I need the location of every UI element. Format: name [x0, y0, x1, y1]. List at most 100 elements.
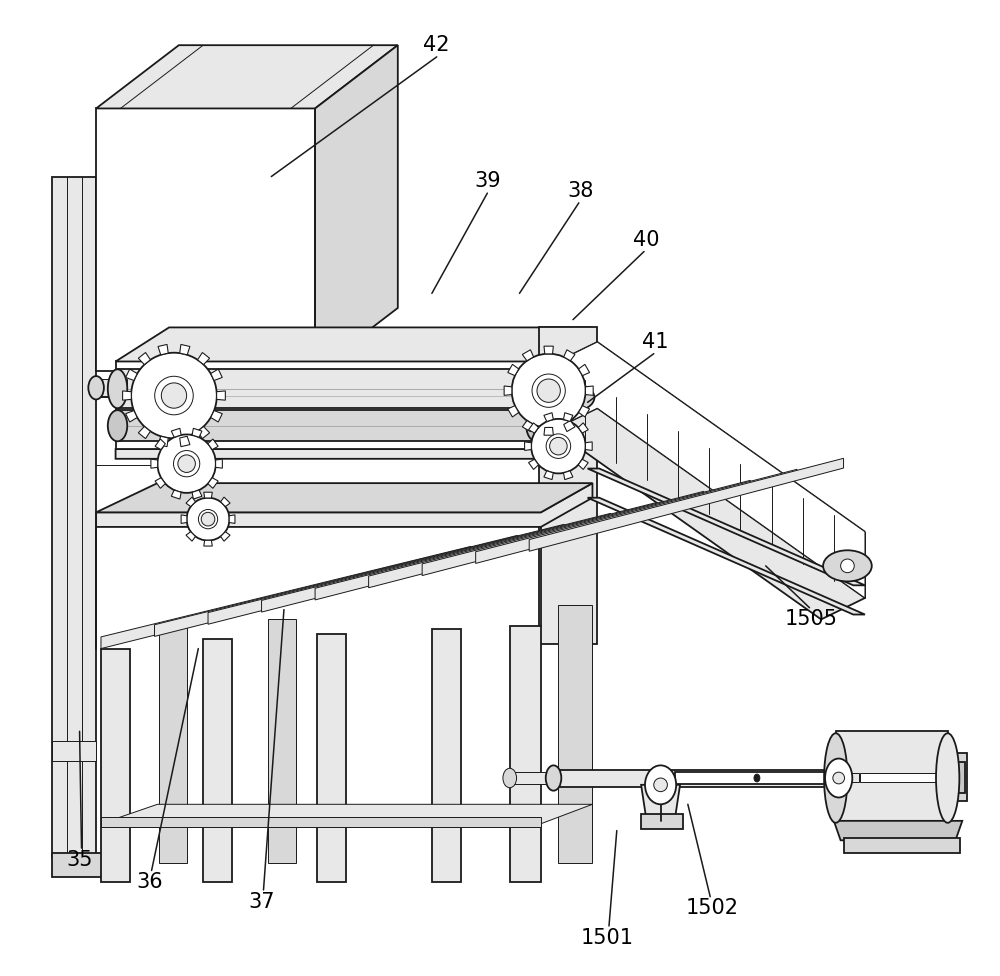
Polygon shape	[554, 408, 865, 620]
Polygon shape	[116, 327, 592, 361]
Polygon shape	[180, 345, 190, 355]
Polygon shape	[118, 369, 536, 408]
Text: 39: 39	[474, 172, 501, 191]
Polygon shape	[192, 428, 202, 437]
Polygon shape	[96, 45, 398, 108]
Polygon shape	[536, 379, 592, 396]
Polygon shape	[52, 853, 111, 877]
Polygon shape	[554, 770, 860, 787]
Polygon shape	[204, 492, 212, 498]
Polygon shape	[522, 349, 534, 361]
Polygon shape	[186, 532, 195, 541]
Polygon shape	[101, 804, 592, 824]
Polygon shape	[834, 821, 962, 840]
Circle shape	[512, 353, 586, 427]
Polygon shape	[558, 605, 592, 863]
Polygon shape	[588, 468, 865, 586]
Polygon shape	[155, 439, 165, 450]
Text: 35: 35	[66, 850, 93, 870]
Polygon shape	[138, 352, 150, 365]
Polygon shape	[198, 352, 210, 365]
Ellipse shape	[108, 410, 127, 441]
Text: 36: 36	[136, 873, 163, 892]
Polygon shape	[317, 634, 346, 882]
Polygon shape	[641, 785, 680, 817]
Polygon shape	[101, 547, 471, 649]
Polygon shape	[508, 406, 519, 417]
Circle shape	[531, 419, 586, 473]
Polygon shape	[945, 752, 967, 801]
Polygon shape	[138, 427, 150, 438]
Polygon shape	[221, 532, 230, 541]
Circle shape	[198, 509, 218, 529]
Polygon shape	[544, 470, 553, 479]
Polygon shape	[554, 342, 865, 553]
Polygon shape	[839, 773, 859, 782]
Polygon shape	[217, 391, 225, 400]
Polygon shape	[123, 391, 131, 400]
Polygon shape	[126, 369, 137, 381]
Circle shape	[654, 778, 667, 792]
Polygon shape	[578, 423, 588, 433]
Polygon shape	[198, 427, 210, 438]
Polygon shape	[171, 428, 181, 437]
Polygon shape	[432, 630, 461, 882]
Polygon shape	[579, 364, 590, 376]
Polygon shape	[96, 379, 127, 396]
Polygon shape	[171, 490, 181, 499]
Text: 1502: 1502	[686, 899, 739, 918]
Polygon shape	[208, 524, 564, 625]
Text: 40: 40	[633, 229, 659, 250]
Circle shape	[532, 374, 565, 407]
Circle shape	[546, 434, 571, 459]
Polygon shape	[180, 436, 190, 447]
Circle shape	[187, 498, 229, 541]
Ellipse shape	[526, 410, 546, 441]
Polygon shape	[315, 45, 398, 371]
Polygon shape	[96, 108, 315, 371]
Circle shape	[201, 512, 215, 526]
Polygon shape	[221, 497, 230, 507]
Circle shape	[131, 352, 217, 438]
Polygon shape	[563, 470, 573, 479]
Polygon shape	[208, 439, 218, 450]
Polygon shape	[211, 369, 222, 381]
Polygon shape	[585, 386, 593, 395]
Polygon shape	[641, 814, 683, 829]
Polygon shape	[544, 427, 553, 435]
Ellipse shape	[88, 376, 104, 399]
Polygon shape	[155, 477, 165, 488]
Polygon shape	[529, 423, 539, 433]
Polygon shape	[564, 421, 575, 431]
Ellipse shape	[823, 550, 872, 582]
Ellipse shape	[936, 733, 959, 823]
Text: 42: 42	[423, 35, 450, 56]
Polygon shape	[211, 411, 222, 422]
Polygon shape	[951, 762, 965, 793]
Circle shape	[157, 434, 216, 493]
Polygon shape	[208, 477, 218, 488]
Polygon shape	[204, 541, 212, 546]
Ellipse shape	[754, 774, 760, 782]
Ellipse shape	[824, 733, 847, 823]
Text: 41: 41	[642, 332, 669, 352]
Polygon shape	[525, 442, 531, 450]
Circle shape	[537, 379, 560, 402]
Polygon shape	[539, 327, 592, 459]
Ellipse shape	[645, 765, 676, 804]
Polygon shape	[186, 497, 195, 507]
Polygon shape	[158, 436, 168, 447]
Polygon shape	[96, 483, 592, 512]
Polygon shape	[268, 620, 296, 863]
Polygon shape	[529, 459, 844, 551]
Polygon shape	[579, 406, 590, 417]
Polygon shape	[126, 411, 137, 422]
Polygon shape	[52, 177, 96, 858]
Ellipse shape	[825, 758, 852, 797]
Polygon shape	[563, 413, 573, 422]
Polygon shape	[101, 649, 130, 882]
Polygon shape	[118, 410, 536, 441]
Polygon shape	[158, 345, 168, 355]
Polygon shape	[116, 371, 296, 420]
Polygon shape	[203, 639, 232, 882]
